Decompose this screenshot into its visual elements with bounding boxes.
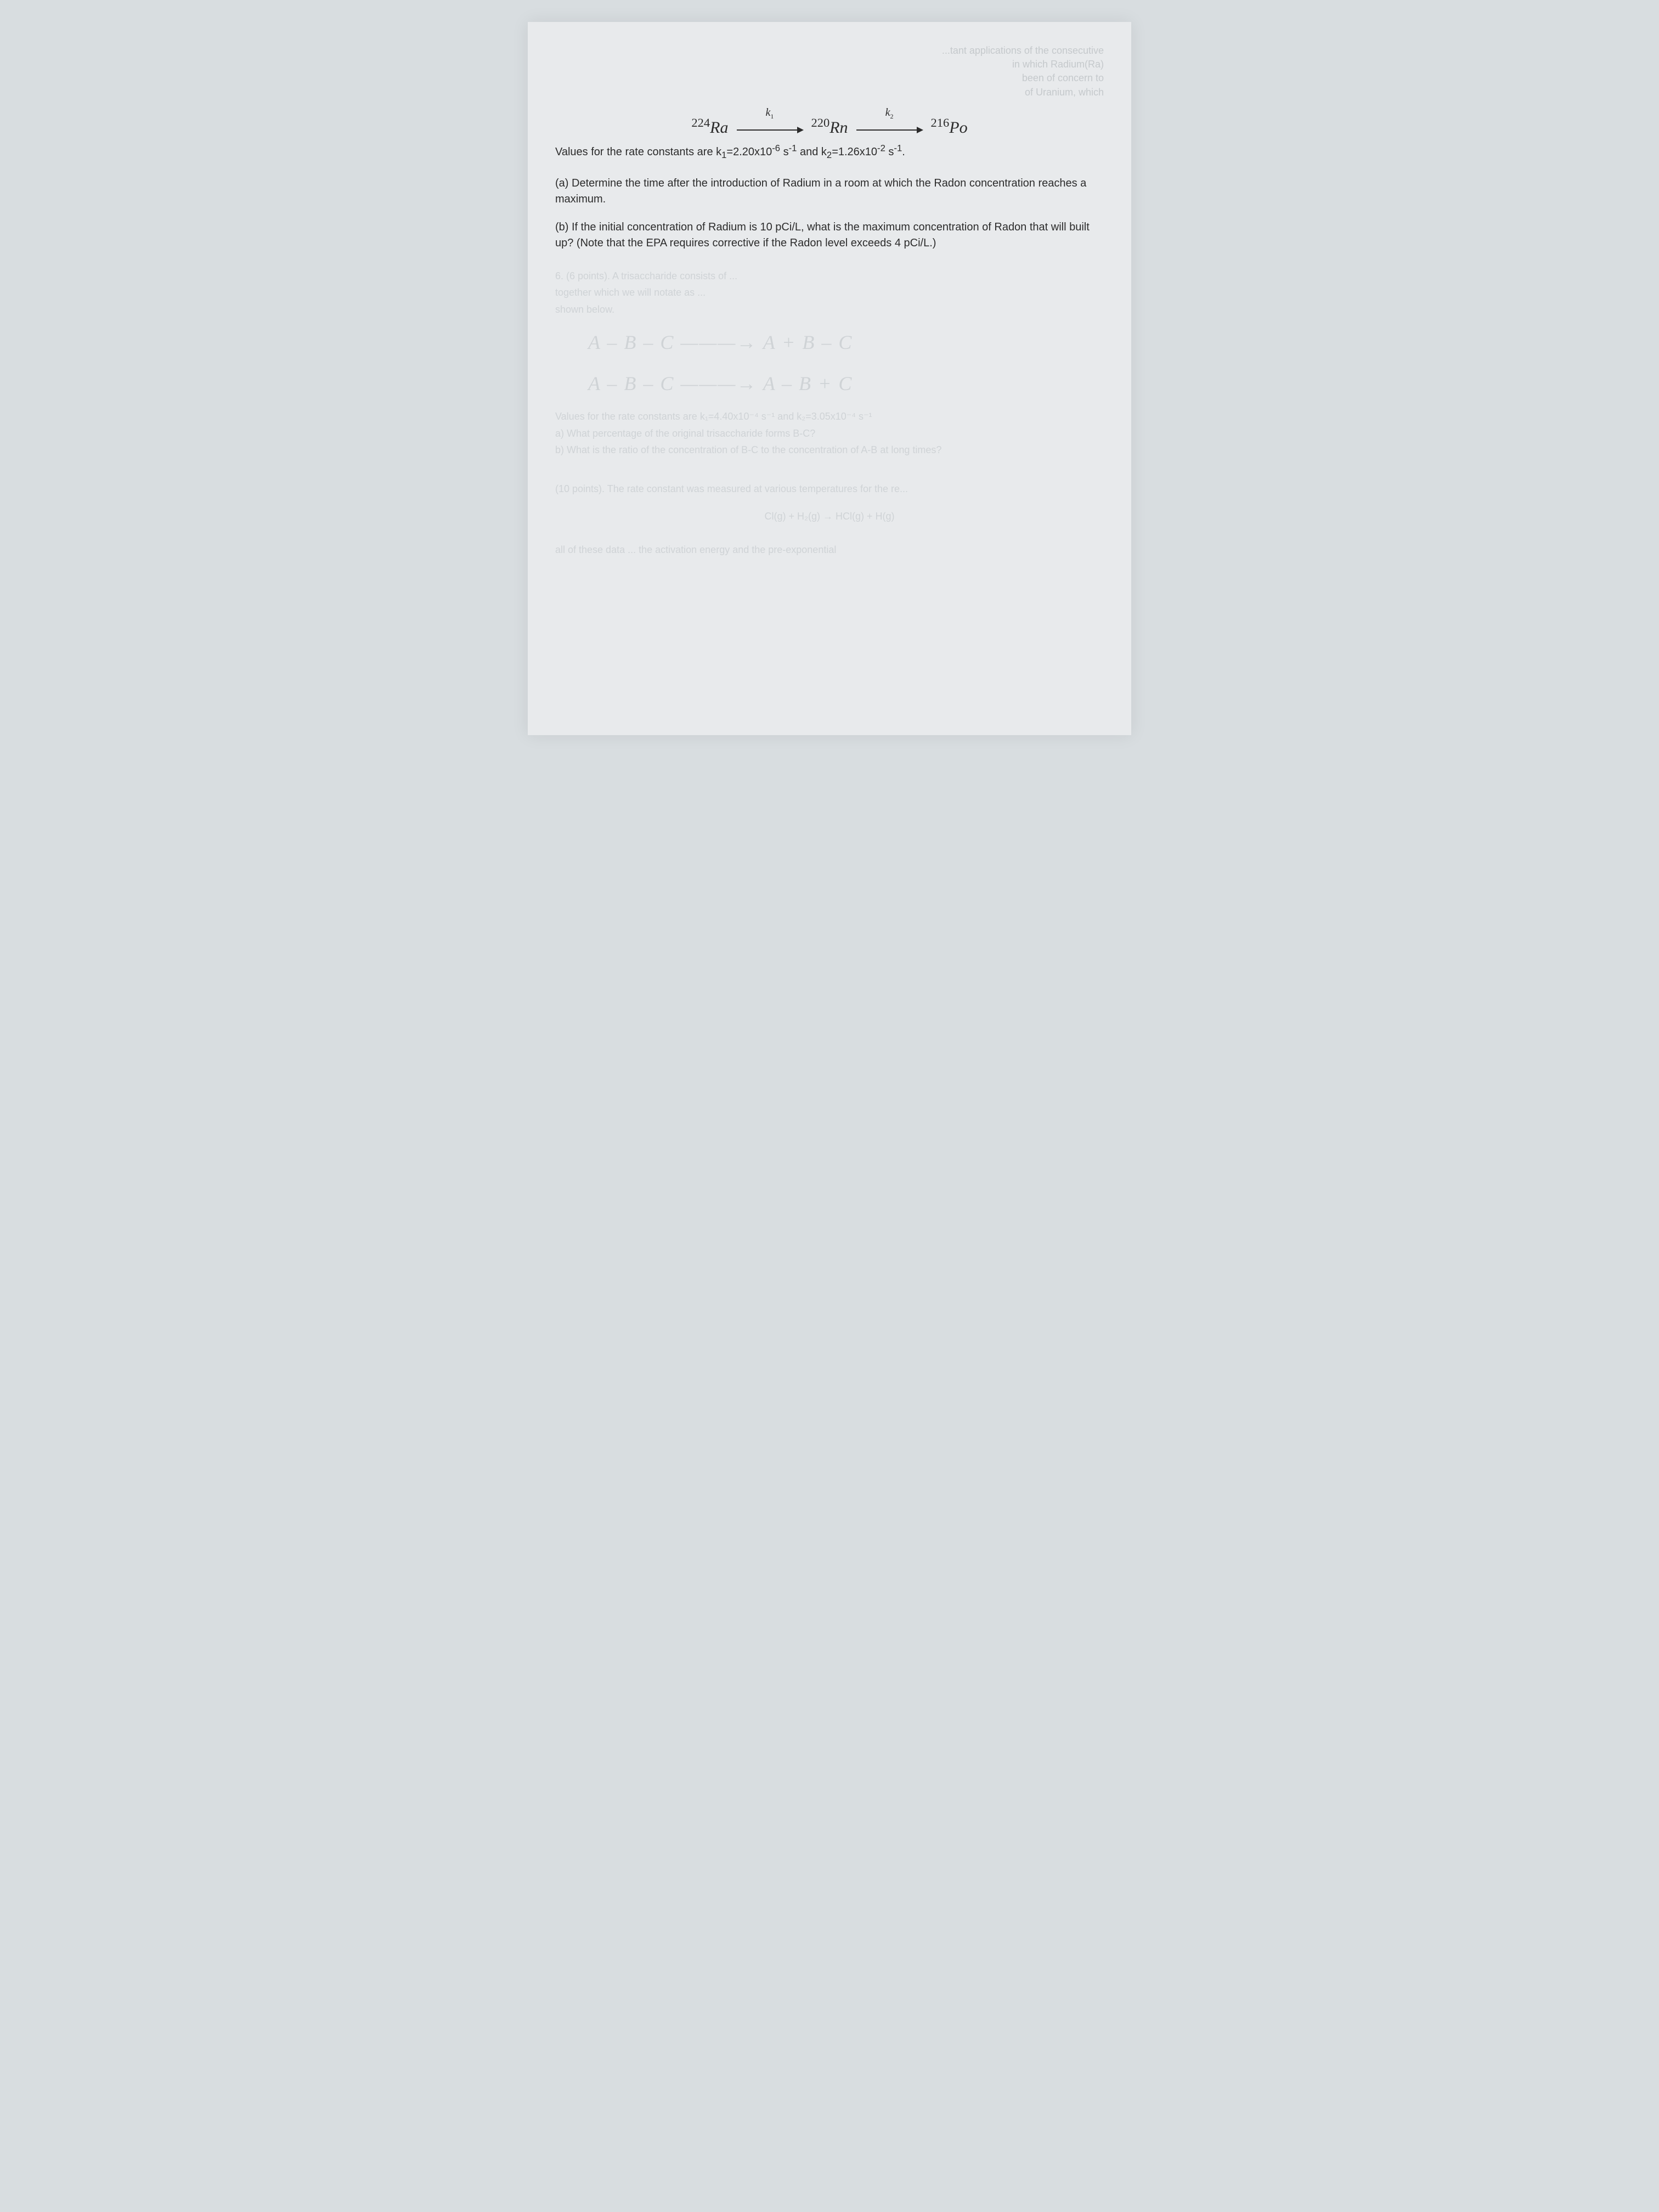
- ghost-header-line: in which Radium(Ra): [555, 58, 1104, 71]
- arrow-k1: k1: [737, 120, 803, 138]
- mass-number: 216: [931, 116, 950, 129]
- decay-reaction-scheme: 224Ra k1 220Rn k2 216Po: [555, 116, 1104, 138]
- bleed-through-header: ...tant applications of the consecutive …: [555, 44, 1104, 99]
- question-part-b: (b) If the initial concentration of Radi…: [555, 219, 1104, 251]
- ghost-q6-line: shown below.: [555, 301, 1104, 318]
- arrow-icon: [856, 129, 922, 131]
- element-symbol: Po: [949, 119, 967, 137]
- ghost-equation: A – B – C ———→ A – B + C: [588, 367, 1104, 400]
- ghost-subline: b) What is the ratio of the concentratio…: [555, 442, 1104, 459]
- ghost-q7-line: (10 points). The rate constant was measu…: [555, 481, 1104, 498]
- arrow-icon: [737, 129, 803, 131]
- question-part-a: (a) Determine the time after the introdu…: [555, 176, 1104, 207]
- ghost-q6-line: 6. (6 points). A trisaccharide consists …: [555, 268, 1104, 285]
- ghost-q6-line: together which we will notate as ...: [555, 284, 1104, 301]
- element-symbol: Ra: [710, 119, 728, 137]
- ghost-header-line: of Uranium, which: [555, 86, 1104, 99]
- ghost-header-line: ...tant applications of the consecutive: [555, 44, 1104, 58]
- mass-number: 224: [691, 116, 710, 129]
- worksheet-page: ...tant applications of the consecutive …: [528, 22, 1131, 735]
- bleed-through-block: 6. (6 points). A trisaccharide consists …: [555, 268, 1104, 558]
- ghost-subline: Values for the rate constants are k₁=4.4…: [555, 408, 1104, 425]
- ghost-q7-equation: Cl(g) + H₂(g) → HCl(g) + H(g): [555, 508, 1104, 525]
- species-rn: 220Rn: [811, 119, 852, 137]
- rate-constant-label: k1: [737, 106, 803, 119]
- ghost-equation: A – B – C ———→ A + B – C: [588, 326, 1104, 359]
- element-symbol: Rn: [830, 119, 848, 137]
- ghost-q7-tail: all of these data ... the activation ene…: [555, 541, 1104, 558]
- species-ra: 224Ra: [691, 119, 732, 137]
- arrow-k2: k2: [856, 120, 922, 138]
- rate-constants-line: Values for the rate constants are k1=2.2…: [555, 144, 1104, 160]
- rate-constant-label: k2: [856, 106, 922, 119]
- species-po: 216Po: [931, 119, 968, 137]
- mass-number: 220: [811, 116, 830, 129]
- ghost-subline: a) What percentage of the original trisa…: [555, 425, 1104, 442]
- ghost-header-line: been of concern to: [555, 71, 1104, 85]
